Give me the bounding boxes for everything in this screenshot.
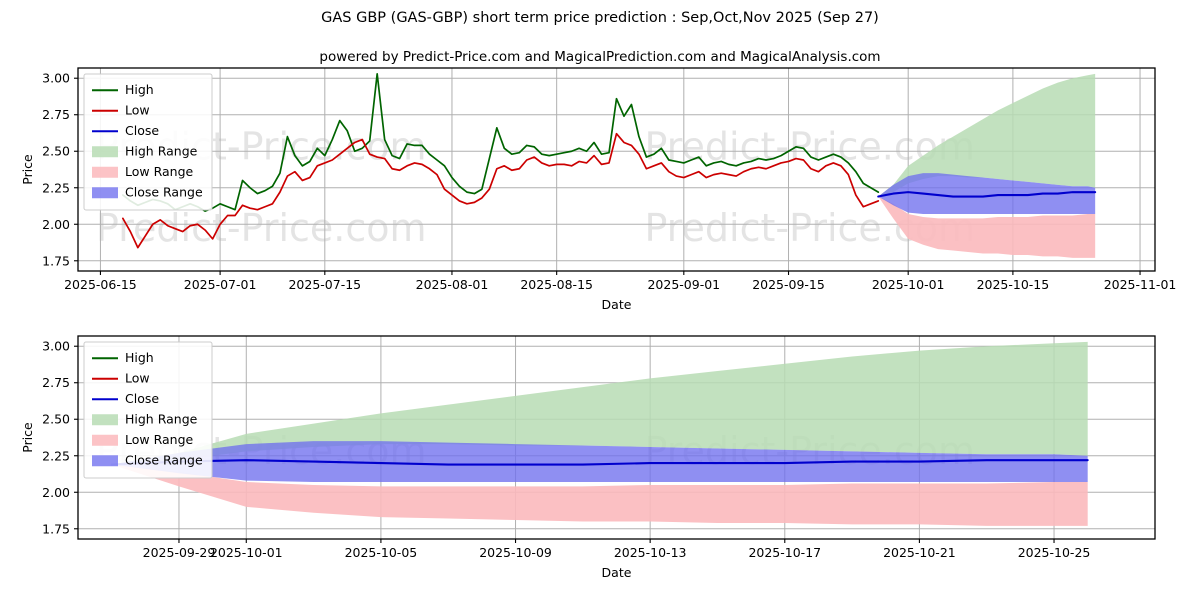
plot-series-group bbox=[122, 72, 1097, 258]
legend-item[interactable]: Low Range bbox=[92, 432, 194, 447]
y-tick-label: 1.75 bbox=[42, 253, 70, 268]
y-tick-label: 3.00 bbox=[42, 339, 70, 354]
legend-item-label: High bbox=[125, 350, 154, 365]
y-tick-label: 1.75 bbox=[42, 521, 70, 536]
legend-item[interactable]: Close bbox=[92, 123, 159, 138]
high-range-band bbox=[878, 73, 1096, 197]
plot-border bbox=[77, 67, 1156, 272]
legend-item[interactable]: Low Range bbox=[92, 164, 194, 179]
x-tick-label: 2025-10-15 bbox=[977, 277, 1050, 292]
chart-legend: High Low Close High Range Low Range Close Ran… bbox=[83, 73, 213, 211]
y-tick-label: 2.25 bbox=[42, 180, 70, 195]
chart-legend: High Low Close High Range Low Range Close Ran… bbox=[83, 341, 213, 479]
legend-item-label: Low Range bbox=[125, 432, 194, 447]
x-tick-label: 2025-08-01 bbox=[416, 277, 489, 292]
legend-item-label: Close Range bbox=[125, 452, 203, 467]
legend-item-label: Low bbox=[125, 370, 150, 385]
x-tick-label: 2025-10-13 bbox=[614, 545, 687, 560]
legend-item[interactable]: High bbox=[92, 350, 154, 365]
x-tick-label: 2025-09-29 bbox=[143, 545, 216, 560]
low-series-line bbox=[122, 132, 880, 249]
overview-chart-panel: Predict-Price.com Predict-Price.comPredic… bbox=[20, 67, 1176, 312]
legend-item[interactable]: Low bbox=[92, 370, 150, 385]
page-title: GAS GBP (GAS-GBP) short term price predi… bbox=[321, 10, 879, 26]
close-series-line bbox=[110, 459, 1089, 466]
legend-item[interactable]: Close bbox=[92, 391, 159, 406]
y-tick-label: 2.25 bbox=[42, 448, 70, 463]
legend-item[interactable]: High Range bbox=[92, 411, 198, 426]
x-tick-label: 2025-10-01 bbox=[210, 545, 283, 560]
close-range-band bbox=[878, 173, 1096, 215]
axes: 1.752.002.252.502.753.002025-09-292025-1… bbox=[20, 339, 1090, 580]
legend-item-label: High Range bbox=[125, 411, 198, 426]
subtitle: powered by Predict-Price.com and Magical… bbox=[319, 49, 880, 65]
y-tick-label: 2.75 bbox=[42, 375, 70, 390]
legend-item-label: High Range bbox=[125, 143, 198, 158]
legend-item[interactable]: High Range bbox=[92, 143, 198, 158]
y-axis-label: Price bbox=[20, 154, 35, 185]
y-tick-label: 2.00 bbox=[42, 485, 70, 500]
close-series-line bbox=[877, 191, 1097, 198]
x-tick-label: 2025-06-15 bbox=[64, 277, 137, 292]
x-tick-label: 2025-10-17 bbox=[748, 545, 821, 560]
axes: 1.75 2.00 2.25 2.50 2.75 3.00 2025-06-15 2025-0… bbox=[20, 71, 1176, 312]
x-tick-label: 2025-08-15 bbox=[520, 277, 593, 292]
legend-band-swatch bbox=[92, 187, 118, 199]
x-tick-label: 2025-10-09 bbox=[479, 545, 552, 560]
x-tick-label: 2025-10-01 bbox=[872, 277, 945, 292]
y-axis-label: Price bbox=[20, 422, 35, 453]
y-tick-label: 2.00 bbox=[42, 217, 70, 232]
x-tick-label: 2025-09-01 bbox=[647, 277, 720, 292]
legend-band-swatch bbox=[92, 166, 118, 178]
plot-border bbox=[77, 335, 1156, 540]
x-tick-label: 2025-10-21 bbox=[883, 545, 956, 560]
x-axis-label: Date bbox=[602, 565, 632, 580]
y-tick-label: 2.50 bbox=[42, 144, 70, 159]
legend-item[interactable]: Close Range bbox=[92, 184, 203, 199]
low-range-band bbox=[111, 464, 1088, 526]
y-tick-label: 2.75 bbox=[42, 107, 70, 122]
legend-band-swatch bbox=[92, 146, 118, 158]
legend-band-swatch bbox=[92, 455, 118, 467]
legend-band-swatch bbox=[92, 414, 118, 426]
x-tick-label: 2025-07-15 bbox=[288, 277, 361, 292]
legend-item[interactable]: Low bbox=[92, 102, 150, 117]
legend-band-swatch bbox=[92, 434, 118, 446]
legend-item-label: Low bbox=[125, 102, 150, 117]
legend-item[interactable]: High bbox=[92, 82, 154, 97]
forecast-detail-chart-panel: Predict-Price.comPredict-Price.com1.752.… bbox=[20, 335, 1156, 580]
y-tick-label: 2.50 bbox=[42, 412, 70, 427]
legend-item[interactable]: Close Range bbox=[92, 452, 203, 467]
x-tick-label: 2025-09-15 bbox=[752, 277, 825, 292]
low-range-band bbox=[878, 196, 1096, 258]
x-tick-label: 2025-11-01 bbox=[1104, 277, 1177, 292]
legend-item-label: Close bbox=[125, 123, 159, 138]
high-range-band bbox=[111, 341, 1088, 465]
legend-item-label: Close Range bbox=[125, 184, 203, 199]
x-axis-label: Date bbox=[602, 297, 632, 312]
legend-item-label: Close bbox=[125, 391, 159, 406]
high-series-line bbox=[122, 72, 880, 212]
x-tick-label: 2025-10-25 bbox=[1018, 545, 1091, 560]
close-range-band bbox=[111, 441, 1088, 483]
x-tick-label: 2025-10-05 bbox=[345, 545, 418, 560]
legend-item-label: High bbox=[125, 82, 154, 97]
legend-item-label: Low Range bbox=[125, 164, 194, 179]
y-tick-label: 3.00 bbox=[42, 71, 70, 86]
x-tick-label: 2025-07-01 bbox=[184, 277, 257, 292]
plot-series-group bbox=[110, 341, 1089, 526]
watermark-text: Predict-Price.com bbox=[96, 206, 427, 250]
